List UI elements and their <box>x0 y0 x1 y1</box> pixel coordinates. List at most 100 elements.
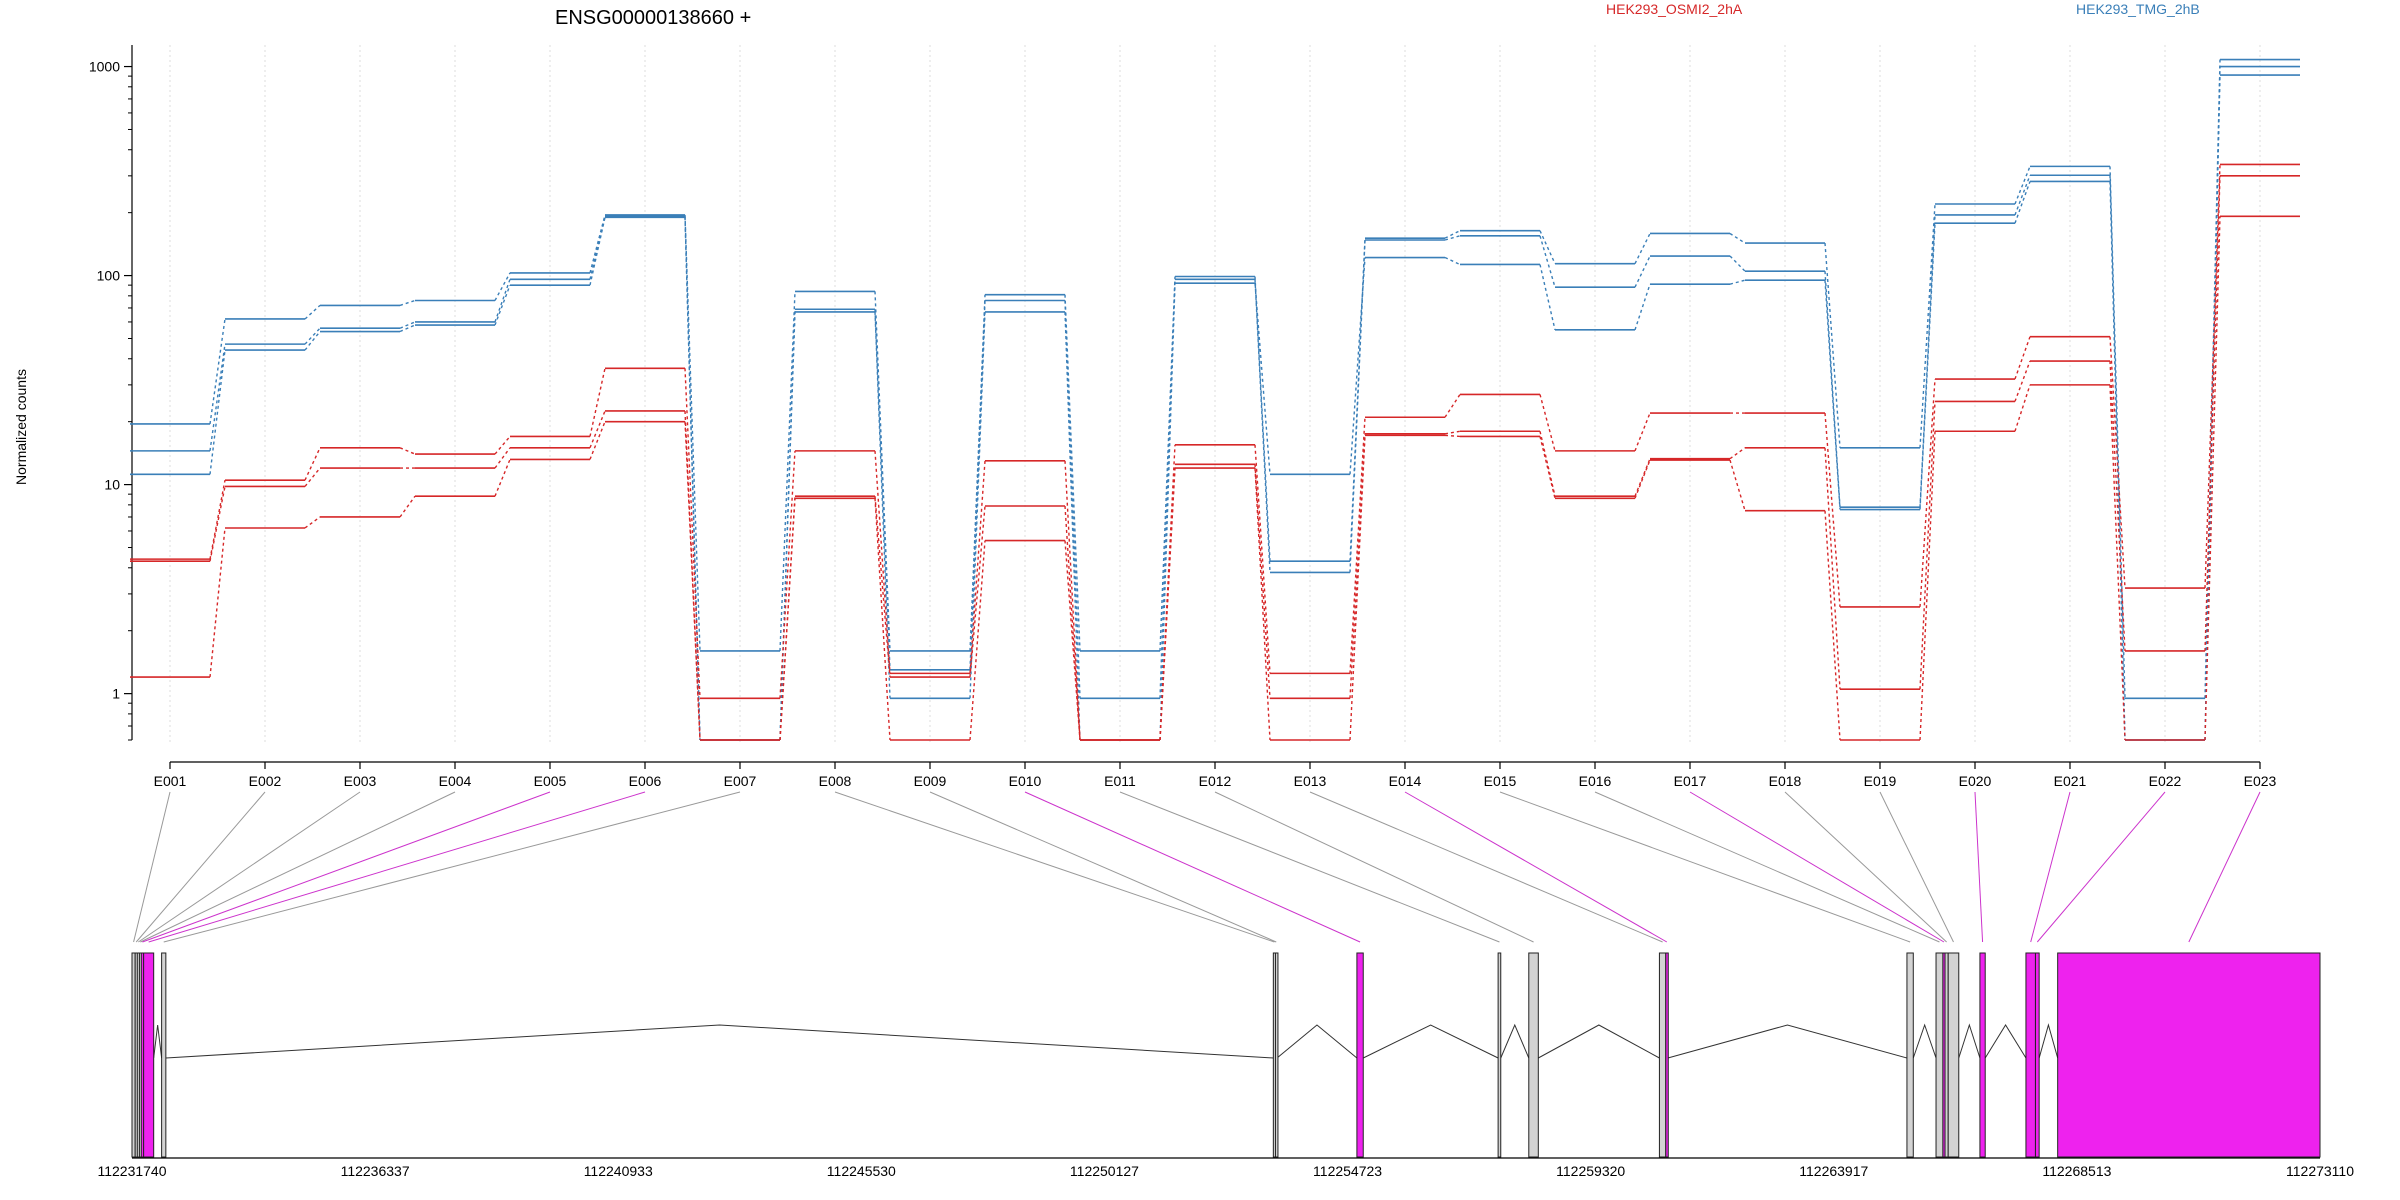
x-tick-label-e006: E006 <box>629 773 662 789</box>
series-connector <box>1444 256 1461 266</box>
series-connector <box>2204 175 2221 651</box>
connector-line-e020 <box>1974 791 1984 943</box>
genomic-axis-label: 112273110 <box>2286 1163 2354 1179</box>
series-connector <box>2109 361 2126 651</box>
connector-line-e006 <box>148 791 646 943</box>
series-connector <box>494 272 511 301</box>
series-connector <box>209 344 226 451</box>
y-tick-label: 100 <box>97 268 121 284</box>
gene-model: 112231740 112236337 112240933 112245530 1122… <box>97 952 2354 1179</box>
connector-line-e007 <box>163 791 741 943</box>
series-connector <box>494 279 511 323</box>
series-connector <box>1824 243 1841 448</box>
intron-line <box>1363 1024 1499 1059</box>
genomic-axis-label: 112259320 <box>1556 1163 1625 1179</box>
exon-box-e019 <box>1947 952 1960 1158</box>
y-tick-label: 1 <box>112 686 120 702</box>
genomic-axis-label: 112236337 <box>341 1163 410 1179</box>
series-connector <box>1634 458 1651 497</box>
series-connector <box>1824 412 1841 607</box>
legend-entry-osmi2: HEK293_OSMI2_2hA <box>1606 1 1743 17</box>
series-connector <box>304 304 321 320</box>
series-connector <box>684 217 701 741</box>
series-connector <box>684 368 701 699</box>
y-tick-label: 1000 <box>89 59 120 75</box>
connector-line-e013 <box>1309 791 1663 943</box>
x-tick-label-e014: E014 <box>1389 773 1422 789</box>
series-connector <box>1064 460 1081 741</box>
exon-box-e023 <box>2057 952 2321 1158</box>
series-connector <box>1634 255 1651 288</box>
genomic-axis-label: 112245530 <box>827 1163 896 1179</box>
exon-box-e021 <box>2025 952 2036 1158</box>
series-connector <box>779 311 796 741</box>
series-connector <box>1254 279 1271 573</box>
series-connector <box>1539 264 1556 331</box>
series-connector <box>1064 540 1081 741</box>
x-tick-label-e005: E005 <box>534 773 567 789</box>
x-tick-label-e015: E015 <box>1484 773 1517 789</box>
connector-line-e014 <box>1404 791 1668 943</box>
series-connector <box>304 327 321 345</box>
series-connector <box>684 421 701 741</box>
y-tick-label: 10 <box>104 477 120 493</box>
series-connector <box>589 368 606 437</box>
intron-line <box>1958 1023 1981 1059</box>
series-connector <box>494 284 511 326</box>
series-connector <box>1729 279 1746 285</box>
series-connector <box>2204 164 2221 589</box>
series-connector <box>2204 216 2221 741</box>
series-connector <box>1064 294 1081 651</box>
exon-box-e020 <box>1979 952 1986 1158</box>
series-connector <box>1349 239 1366 573</box>
series-connector <box>1349 257 1366 475</box>
series-connector <box>1254 283 1271 475</box>
x-tick-label-e018: E018 <box>1769 773 1802 789</box>
series-connector <box>1919 203 1936 448</box>
exon-box-e010 <box>1356 952 1364 1158</box>
series-connector <box>494 459 511 497</box>
series-connector <box>1919 378 1936 607</box>
series-connector <box>1064 311 1081 741</box>
series-connector <box>1634 412 1651 452</box>
connector-line-e021 <box>2030 791 2071 943</box>
connector-line-e023 <box>2188 791 2261 943</box>
series-connector <box>2109 181 2126 741</box>
chart-title: ENSG00000138660 + <box>555 7 751 29</box>
exon-box-e006 <box>143 952 155 1158</box>
x-tick-label-e017: E017 <box>1674 773 1707 789</box>
intron-line <box>1984 1024 2027 1059</box>
series-connector <box>1824 280 1841 510</box>
exon-box-e009 <box>1274 952 1279 1158</box>
genomic-axis-label: 112231740 <box>97 1163 166 1179</box>
connector-line-e015 <box>1499 791 1911 943</box>
series-connector <box>304 331 321 351</box>
connector-line-e017 <box>1689 791 1945 943</box>
series-connector <box>1824 447 1841 690</box>
series-connector <box>399 495 416 518</box>
series-connector <box>589 217 606 286</box>
exon-box-e007 <box>161 952 167 1158</box>
connector-line-e008 <box>834 791 1275 943</box>
series-connector <box>1729 459 1746 511</box>
series-connector <box>1539 394 1556 452</box>
x-tick-label-e002: E002 <box>249 773 282 789</box>
series-connector <box>589 216 606 280</box>
series-connector <box>1254 444 1271 674</box>
exon-box-e022 <box>2034 952 2040 1158</box>
intron-line <box>1912 1023 1937 1059</box>
series-connector <box>1824 510 1841 741</box>
series-connector <box>304 516 321 529</box>
series-connector <box>874 291 891 651</box>
x-tick-label-e001: E001 <box>154 773 187 789</box>
series-connector <box>1634 283 1651 331</box>
exon-box-e013 <box>1658 952 1667 1158</box>
legend-entry-tmg: HEK293_TMG_2hB <box>2076 1 2200 17</box>
series-connector <box>874 309 891 670</box>
x-tick-label-e012: E012 <box>1199 773 1232 789</box>
series-connector <box>1444 230 1461 239</box>
series-connector <box>1919 214 1936 508</box>
series-connector <box>304 447 321 481</box>
series-connector <box>1539 235 1556 288</box>
